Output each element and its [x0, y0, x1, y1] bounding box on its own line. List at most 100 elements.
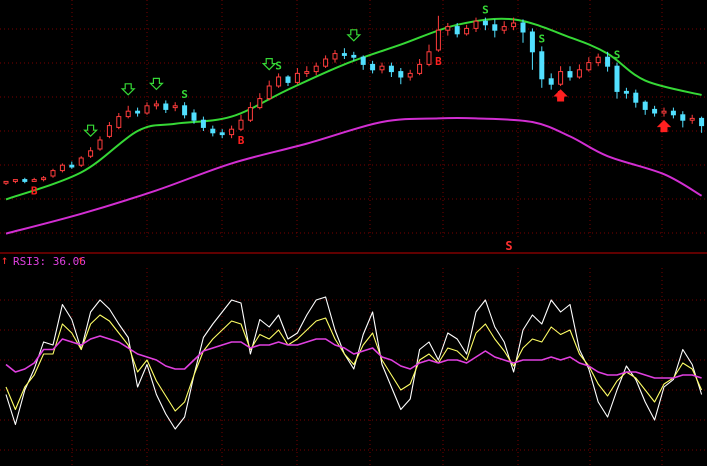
- candle-body: [144, 105, 150, 114]
- candle: [445, 23, 451, 36]
- candle: [88, 147, 94, 158]
- sell-signal-label: S: [181, 88, 188, 101]
- candle: [210, 125, 216, 137]
- candle-body: [88, 150, 94, 157]
- candle-body: [50, 170, 56, 177]
- sell-signal-label: S: [275, 59, 282, 72]
- candle-body: [614, 65, 620, 92]
- candle-body: [78, 157, 84, 166]
- candle-body: [210, 128, 216, 134]
- candle-body: [12, 179, 18, 182]
- candle-body: [445, 26, 451, 31]
- candle-body: [473, 20, 479, 29]
- candle: [398, 68, 404, 85]
- candle: [652, 105, 658, 117]
- candle-body: [247, 107, 253, 121]
- candle: [238, 114, 244, 131]
- candle: [304, 66, 310, 77]
- candle-body: [633, 92, 639, 103]
- candle: [388, 62, 394, 77]
- candle: [370, 60, 376, 74]
- candle-body: [276, 76, 282, 87]
- candle: [529, 28, 535, 70]
- candle-body: [238, 119, 244, 130]
- candle: [492, 19, 498, 38]
- candle-body: [595, 56, 601, 64]
- candle-body: [97, 139, 103, 150]
- candle-body: [388, 65, 394, 73]
- candle: [78, 156, 84, 167]
- up-arrow-icon: ↑: [77, 253, 84, 267]
- candle-body: [492, 24, 498, 31]
- candle-body: [3, 180, 9, 184]
- candle: [501, 21, 507, 34]
- candle: [3, 180, 9, 185]
- candle: [313, 62, 319, 76]
- candle: [351, 51, 357, 61]
- candle-body: [661, 110, 667, 114]
- candle-body: [116, 116, 122, 128]
- rsi-series-line: [5, 296, 703, 430]
- candle: [116, 113, 122, 130]
- candle: [586, 57, 592, 72]
- candle: [172, 102, 178, 112]
- candle-body: [69, 164, 75, 168]
- candle: [699, 116, 705, 133]
- price-panel: BSBSBSSBS: [3, 4, 705, 235]
- candle: [435, 15, 441, 52]
- candle: [153, 100, 159, 110]
- candle-body: [454, 26, 460, 35]
- candle-body: [464, 27, 470, 35]
- candle: [323, 55, 329, 68]
- upper-band-group: [5, 17, 702, 201]
- buy-signal-label: B: [435, 55, 442, 68]
- candle: [59, 163, 65, 173]
- candle-body: [605, 56, 611, 67]
- candle: [135, 107, 141, 117]
- down-arrow-icon: [148, 77, 164, 91]
- candle-body: [652, 108, 658, 114]
- candle-body: [31, 179, 37, 182]
- down-arrow-icon: [83, 124, 99, 138]
- candle: [511, 17, 517, 31]
- candle-body: [304, 71, 310, 74]
- candle-body: [106, 125, 112, 137]
- down-arrow-icon: [261, 58, 277, 71]
- candle: [633, 89, 639, 108]
- candle-body: [360, 56, 366, 65]
- rsi-series-line: [5, 314, 703, 412]
- candle-body: [623, 90, 629, 94]
- candle: [426, 44, 432, 67]
- candle-body: [341, 53, 347, 56]
- candle: [41, 176, 47, 182]
- candle-body: [379, 65, 385, 71]
- candle-body: [125, 110, 131, 118]
- candle-body: [351, 54, 357, 58]
- candle: [50, 168, 56, 178]
- candle: [661, 107, 667, 117]
- candle-body: [41, 177, 47, 181]
- candle: [276, 73, 282, 88]
- candle-body: [398, 71, 404, 78]
- candle: [69, 161, 75, 169]
- divider-signal-label: S: [505, 239, 512, 253]
- candle: [520, 19, 526, 43]
- candle-body: [172, 105, 178, 109]
- candle: [247, 102, 253, 122]
- candles-group: [3, 15, 705, 185]
- lower-band-line: [5, 116, 703, 235]
- lower-band-group: [5, 116, 703, 235]
- candle: [257, 93, 263, 110]
- candle-body: [182, 105, 188, 116]
- candle: [614, 62, 620, 99]
- candle: [407, 69, 413, 81]
- candle-body: [163, 103, 169, 110]
- candle-body: [191, 112, 197, 121]
- candle: [567, 66, 573, 81]
- candle-body: [257, 98, 263, 109]
- candle: [182, 102, 188, 119]
- candle: [341, 48, 347, 59]
- candle: [539, 46, 545, 88]
- candle: [229, 125, 235, 139]
